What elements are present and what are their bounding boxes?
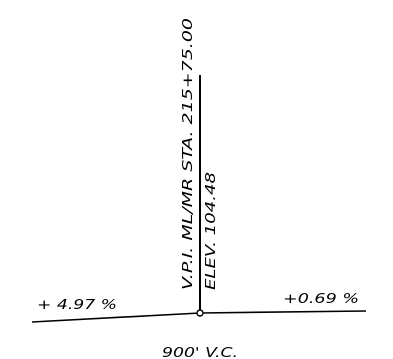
grade-out-label: +0.69 % [283, 291, 359, 307]
vpi-elevation-label: ELEV. 104.48 [203, 172, 219, 290]
grade-in-label: + 4.97 % [37, 297, 117, 313]
vpi-station-label: V.P.I. ML/MR STA. 215+75.00 [180, 18, 196, 290]
vpi-point-marker [196, 309, 204, 317]
grade-out-line [199, 310, 367, 314]
grade-in-line [31, 312, 201, 323]
vertical-curve-label: 900' V.C. [162, 345, 238, 359]
